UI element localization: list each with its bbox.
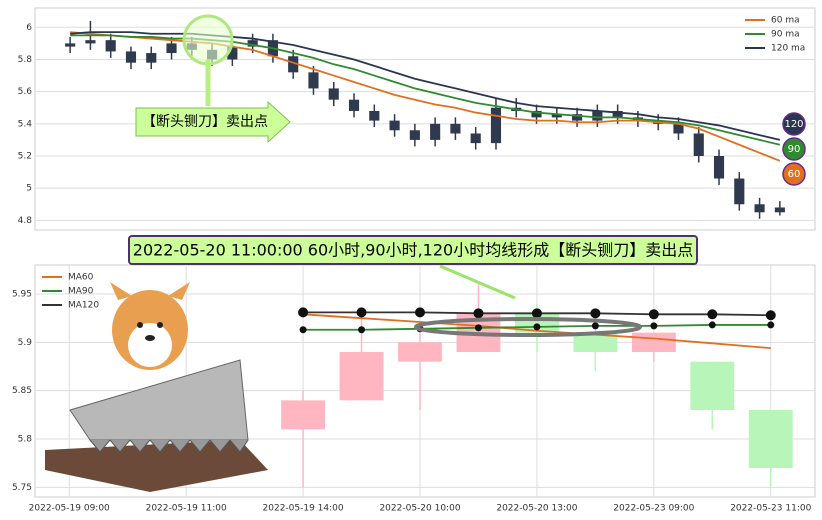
candle-body: [592, 110, 603, 121]
ma-dot: [298, 307, 309, 318]
candle-body: [551, 114, 562, 118]
y-tick-label: 5.2: [18, 152, 32, 162]
y-tick-label: 5: [26, 184, 32, 194]
ma-dot: [531, 308, 542, 319]
y-tick-label: 5.9: [18, 338, 33, 348]
saw-illustration: [45, 282, 268, 492]
y-tick-label: 5.4: [18, 119, 33, 129]
ma-dot: [767, 321, 775, 329]
y-tick-label: 4.8: [18, 216, 33, 226]
y-tick-label: 5.75: [12, 483, 32, 493]
x-tick-label: 2022-05-19 11:00: [146, 504, 227, 514]
ma-dot: [590, 308, 601, 319]
candle-body: [734, 178, 745, 205]
candle-body: [774, 207, 785, 213]
x-tick-label: 2022-05-20 13:00: [496, 504, 577, 514]
candle-body: [612, 110, 623, 118]
legend-label: 90 ma: [771, 30, 800, 40]
candle-body: [673, 123, 684, 134]
candle-body: [409, 130, 420, 140]
x-tick-label: 2022-05-19 14:00: [263, 504, 344, 514]
candle-body: [531, 110, 542, 118]
x-tick-label: 2022-05-23 11:00: [730, 504, 811, 514]
candle-body: [247, 40, 258, 47]
ma-dot: [415, 307, 425, 318]
candle-body: [754, 204, 765, 213]
end-badge: [782, 112, 806, 136]
y-tick-label: 6: [26, 23, 32, 33]
legend-label: MA60: [68, 273, 94, 283]
cross-marker: [182, 14, 234, 66]
candle-body: [490, 107, 502, 144]
y-tick-label: 5.8: [18, 435, 33, 445]
ma-dot: [591, 322, 599, 330]
ma-dot: [708, 321, 716, 329]
x-tick-label: 2022-05-19 09:00: [29, 504, 110, 514]
candle-body: [690, 361, 735, 410]
candle-body: [85, 40, 96, 44]
candle-body: [573, 332, 618, 352]
candle-body: [227, 46, 238, 60]
candle-body: [470, 133, 481, 144]
candle-body: [748, 410, 793, 468]
candle-body: [631, 332, 676, 352]
end-badge-label: 90: [788, 144, 801, 155]
legend-label: MA90: [68, 287, 94, 297]
y-tick-label: 5.85: [12, 386, 32, 396]
candle-body: [450, 123, 461, 134]
ma-dot: [650, 322, 658, 330]
ma-dot: [474, 324, 482, 332]
candle-body: [65, 43, 76, 47]
title-box: [128, 235, 698, 265]
x-tick-label: 2022-05-20 10:00: [379, 504, 460, 514]
candle-body: [430, 123, 441, 140]
end-badge-label: 120: [784, 119, 803, 130]
highlight-ring: [414, 317, 642, 337]
candle-body: [713, 156, 725, 179]
ma-dot: [648, 309, 659, 320]
y-tick-label: 5.8: [18, 55, 33, 65]
candle-body: [281, 400, 325, 430]
candle-body: [693, 133, 704, 156]
y-tick-label: 5.95: [12, 290, 32, 300]
ma-dot: [299, 326, 307, 334]
candle-body: [348, 99, 360, 111]
legend-label: 60 ma: [771, 16, 800, 26]
end-badge: [782, 137, 806, 161]
annotation-text: 【断头铡刀】卖出点: [142, 114, 268, 130]
ma-dot: [356, 307, 367, 318]
legend-label: 120 ma: [771, 44, 805, 54]
candle-body: [288, 56, 299, 73]
candle-body: [572, 114, 583, 121]
candle-body: [308, 72, 319, 89]
ma-dot: [473, 308, 484, 319]
ma-dot: [765, 310, 776, 321]
ma-line: [303, 313, 771, 350]
candle-body: [105, 40, 116, 52]
legend-label: MA120: [68, 301, 99, 311]
candle-body: [398, 342, 442, 362]
candle-body: [339, 352, 384, 401]
ma-dot: [707, 309, 718, 320]
candle-body: [125, 51, 137, 63]
y-tick-label: 5.6: [18, 87, 33, 97]
annotation-box: [135, 100, 291, 144]
candle-body: [328, 88, 339, 100]
candle-body: [369, 110, 380, 121]
ma-dot: [533, 323, 541, 331]
candle-body: [166, 43, 177, 54]
x-tick-label: 2022-05-23 09:00: [613, 504, 694, 514]
ma-dot: [358, 326, 366, 334]
end-badge-label: 60: [788, 169, 801, 180]
end-badge: [782, 162, 806, 186]
candle-body: [389, 120, 400, 131]
pointer-arrow: [439, 264, 516, 300]
candle-body: [146, 53, 157, 63]
chart-title: 2022-05-20 11:00:00 60小时,90小时,120小时均线形成【…: [133, 241, 693, 260]
